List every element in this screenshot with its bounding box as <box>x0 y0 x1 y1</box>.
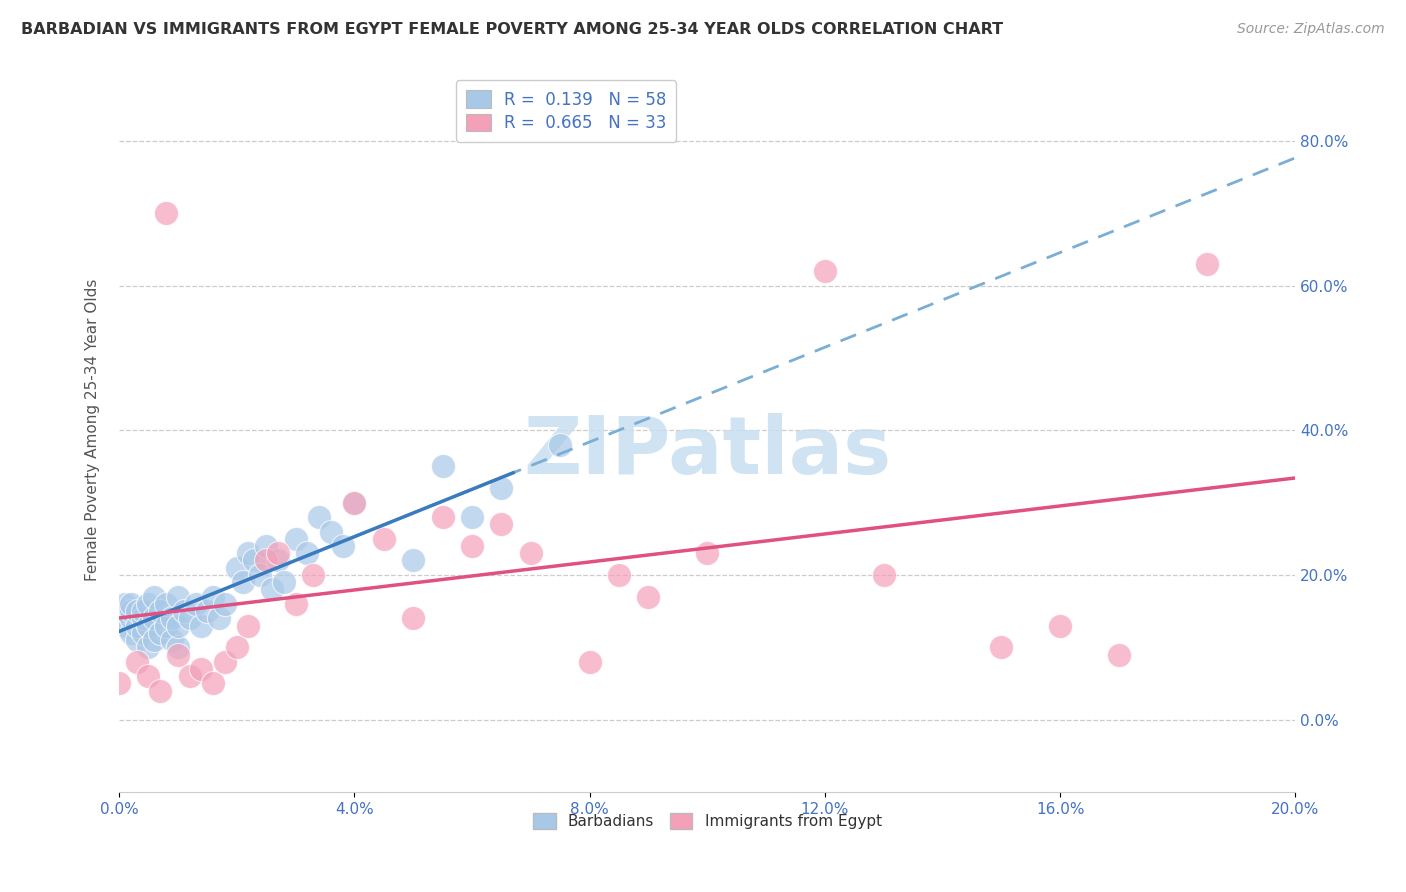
Point <box>155 597 177 611</box>
Point <box>167 640 190 655</box>
Point <box>308 510 330 524</box>
Point <box>373 532 395 546</box>
Point <box>607 568 630 582</box>
Point <box>520 546 543 560</box>
Legend: Barbadians, Immigrants from Egypt: Barbadians, Immigrants from Egypt <box>527 806 889 835</box>
Point <box>143 633 166 648</box>
Point <box>873 568 896 582</box>
Point <box>138 618 160 632</box>
Point <box>108 611 131 625</box>
Point <box>343 495 366 509</box>
Text: Source: ZipAtlas.com: Source: ZipAtlas.com <box>1237 22 1385 37</box>
Point <box>179 611 201 625</box>
Point <box>254 539 277 553</box>
Point <box>131 625 153 640</box>
Point <box>637 590 659 604</box>
Text: ZIPatlas: ZIPatlas <box>523 413 891 491</box>
Point <box>284 597 307 611</box>
Point <box>167 618 190 632</box>
Point <box>149 683 172 698</box>
Point <box>155 206 177 220</box>
Point <box>138 597 160 611</box>
Point <box>120 597 142 611</box>
Point <box>160 633 183 648</box>
Point <box>149 625 172 640</box>
Point <box>125 655 148 669</box>
Point <box>260 582 283 597</box>
Point <box>243 553 266 567</box>
Point <box>267 553 290 567</box>
Point <box>267 546 290 560</box>
Point <box>131 604 153 618</box>
Point <box>232 575 254 590</box>
Point <box>432 510 454 524</box>
Point <box>120 611 142 625</box>
Point <box>202 590 225 604</box>
Point <box>814 264 837 278</box>
Point <box>238 546 260 560</box>
Point <box>208 611 231 625</box>
Point <box>125 604 148 618</box>
Point <box>461 510 484 524</box>
Point <box>214 597 236 611</box>
Point <box>173 604 195 618</box>
Point <box>143 611 166 625</box>
Point <box>284 532 307 546</box>
Point <box>149 604 172 618</box>
Point <box>432 459 454 474</box>
Point <box>120 604 142 618</box>
Point <box>160 611 183 625</box>
Point <box>249 568 271 582</box>
Point <box>131 611 153 625</box>
Point <box>319 524 342 539</box>
Point <box>302 568 325 582</box>
Point <box>254 553 277 567</box>
Point <box>402 553 425 567</box>
Point <box>238 618 260 632</box>
Point <box>990 640 1012 655</box>
Point <box>108 676 131 690</box>
Point <box>225 640 247 655</box>
Point <box>343 495 366 509</box>
Point <box>1108 648 1130 662</box>
Point <box>190 618 212 632</box>
Point <box>548 438 571 452</box>
Point <box>402 611 425 625</box>
Point <box>125 633 148 648</box>
Point <box>202 676 225 690</box>
Point <box>273 575 295 590</box>
Point <box>114 618 136 632</box>
Point <box>114 604 136 618</box>
Point <box>167 648 190 662</box>
Point <box>225 560 247 574</box>
Point <box>114 597 136 611</box>
Point <box>167 590 190 604</box>
Point <box>125 618 148 632</box>
Point <box>190 662 212 676</box>
Point <box>578 655 600 669</box>
Point <box>332 539 354 553</box>
Point <box>143 590 166 604</box>
Point <box>696 546 718 560</box>
Point <box>491 517 513 532</box>
Y-axis label: Female Poverty Among 25-34 Year Olds: Female Poverty Among 25-34 Year Olds <box>86 279 100 582</box>
Point <box>155 618 177 632</box>
Point <box>138 640 160 655</box>
Point <box>120 625 142 640</box>
Point <box>214 655 236 669</box>
Point <box>1197 257 1219 271</box>
Point <box>138 669 160 683</box>
Text: BARBADIAN VS IMMIGRANTS FROM EGYPT FEMALE POVERTY AMONG 25-34 YEAR OLDS CORRELAT: BARBADIAN VS IMMIGRANTS FROM EGYPT FEMAL… <box>21 22 1004 37</box>
Point <box>491 481 513 495</box>
Point <box>195 604 218 618</box>
Point <box>108 604 131 618</box>
Point <box>461 539 484 553</box>
Point <box>179 669 201 683</box>
Point <box>297 546 319 560</box>
Point <box>184 597 207 611</box>
Point <box>1049 618 1071 632</box>
